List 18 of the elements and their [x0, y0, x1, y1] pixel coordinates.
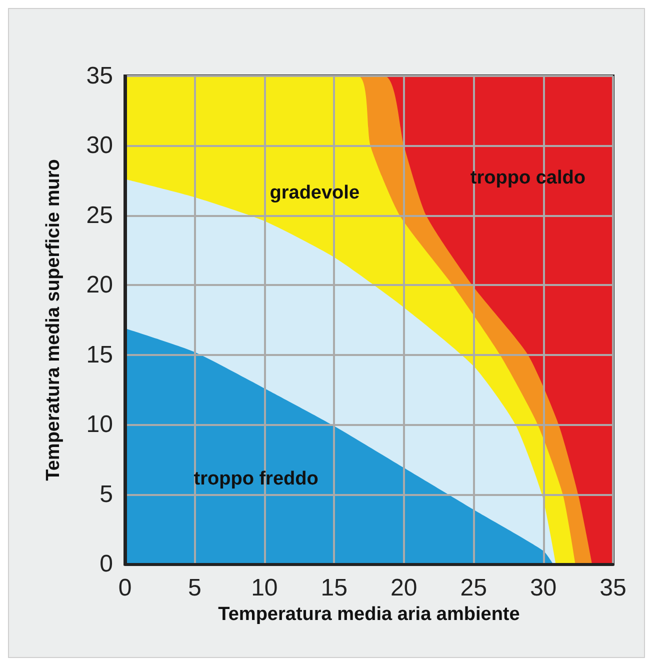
x-tick-label: 20 [390, 574, 418, 602]
y-tick-label: 0 [100, 550, 113, 578]
y-axis-title: Temperatura media superficie muro [43, 159, 64, 481]
x-tick-label: 5 [188, 574, 202, 602]
x-tick-label: 25 [460, 574, 487, 602]
x-tick-label: 0 [118, 574, 132, 602]
y-tick-label: 35 [86, 62, 113, 90]
x-tick-label: 10 [251, 574, 278, 602]
y-tick-label: 5 [100, 480, 113, 508]
x-tick-label: 35 [600, 574, 626, 602]
y-tick-label: 30 [86, 132, 113, 160]
y-tick-label: 15 [86, 341, 113, 368]
y-tick-label: 10 [86, 411, 113, 438]
x-tick-label: 30 [530, 574, 557, 602]
y-tick-label: 20 [86, 272, 113, 299]
y-tick-label: 25 [86, 202, 113, 229]
x-tick-label: 15 [320, 574, 348, 602]
x-axis-title: Temperatura media aria ambiente [218, 604, 520, 625]
